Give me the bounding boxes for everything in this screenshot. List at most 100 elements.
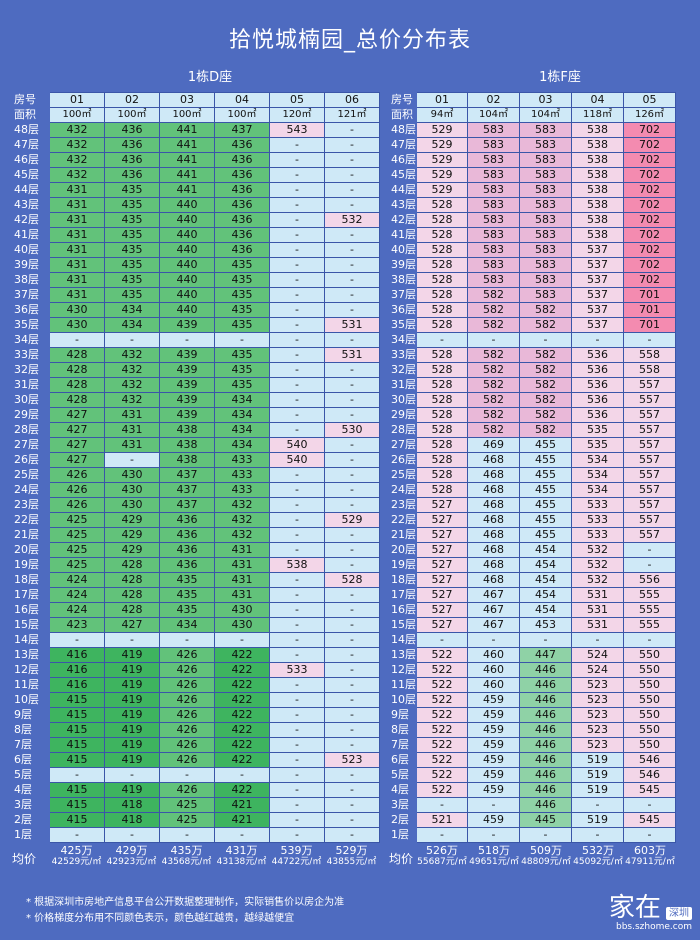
price-cell: 523 (571, 737, 624, 753)
price-cell: - (159, 332, 215, 348)
floor-row: 9层 522 459 446 523 550 (388, 707, 676, 723)
floor-label: 45层 (14, 168, 39, 182)
price-cell: 459 (467, 722, 520, 738)
price-cell: 583 (467, 122, 520, 138)
price-cell: 435 (104, 287, 160, 303)
unit-number: 04 (214, 92, 270, 108)
floor-row: 48层 432 436 441 437 543- (11, 122, 380, 138)
price-cell: 416 (49, 677, 105, 693)
floor-label: 13层 (391, 648, 416, 662)
price-cell: 419 (104, 722, 160, 738)
price-cell: 523 (571, 707, 624, 723)
price-cell: 582 (519, 392, 572, 408)
floor-label: 14层 (14, 633, 39, 647)
price-cell: - (324, 392, 380, 408)
price-cell: 454 (519, 602, 572, 618)
price-cell: - (416, 332, 468, 348)
price-cell: 432 (49, 122, 105, 138)
price-cell: - (467, 332, 520, 348)
floor-row: 23层 426 430 437 432- - (11, 497, 380, 513)
price-cell: 468 (467, 497, 520, 513)
price-cell: 557 (623, 527, 676, 543)
price-cell: 532 (571, 542, 624, 558)
average-unit-price: 43138元/㎡ (216, 857, 267, 867)
price-cell: 433 (214, 482, 270, 498)
price-cell: 533 (571, 497, 624, 513)
price-cell: 447 (519, 647, 572, 663)
price-cell: 441 (159, 167, 215, 183)
price-cell: - (269, 737, 325, 753)
price-cell: - (269, 707, 325, 723)
floor-label: 29层 (391, 408, 416, 422)
price-cell: 427 (49, 407, 105, 423)
price-cell: 469 (467, 437, 520, 453)
price-cell: 557 (623, 422, 676, 438)
price-cell: 425 (159, 797, 215, 813)
floor-row: 37层 528 582 583 537 701 (388, 287, 676, 303)
price-cell: 441 (159, 152, 215, 168)
floor-label: 27层 (14, 438, 39, 452)
price-cell: 435 (214, 257, 270, 273)
price-cell: 435 (214, 362, 270, 378)
price-cell: 532 (571, 572, 624, 588)
price-cell: 468 (467, 527, 520, 543)
price-cell: 532 (324, 212, 380, 228)
floor-row: 45层 432 436 441 436- - (11, 167, 380, 183)
price-cell: 550 (623, 647, 676, 663)
price-cell: 467 (467, 617, 520, 633)
price-cell: 432 (49, 152, 105, 168)
price-cell: 434 (214, 392, 270, 408)
price-cell: - (269, 542, 325, 558)
price-cell: 527 (416, 497, 468, 513)
price-cell: 527 (416, 602, 468, 618)
price-cell: 557 (623, 437, 676, 453)
price-cell: 431 (104, 407, 160, 423)
price-cell: 582 (467, 362, 520, 378)
price-cell: - (324, 302, 380, 318)
price-cell: 416 (49, 647, 105, 663)
price-cell: 538 (571, 182, 624, 198)
average-unit-price: 43855元/㎡ (326, 857, 377, 867)
price-cell: 583 (519, 152, 572, 168)
price-cell: 519 (571, 812, 624, 828)
average-price: 532万 45092元/㎡ (572, 844, 624, 868)
average-total: 431万 (225, 844, 258, 857)
price-cell: 436 (104, 152, 160, 168)
price-cell: - (269, 647, 325, 663)
price-cell: 436 (159, 527, 215, 543)
price-cell: 422 (214, 752, 270, 768)
price-cell: 428 (49, 377, 105, 393)
price-cell: - (269, 812, 325, 828)
price-cell: 582 (467, 377, 520, 393)
price-cell: 424 (49, 572, 105, 588)
price-cell: 436 (159, 512, 215, 528)
price-cell: 418 (104, 812, 160, 828)
price-cell: 430 (214, 602, 270, 618)
price-cell: 431 (49, 212, 105, 228)
floor-row: 18层 424 428 435 431-528 (11, 572, 380, 588)
price-cell: - (269, 407, 325, 423)
floor-label: 4层 (391, 783, 409, 797)
price-cell: 440 (159, 227, 215, 243)
price-cell: 439 (159, 362, 215, 378)
price-cell: - (269, 692, 325, 708)
price-cell: - (324, 827, 380, 843)
price-cell: 418 (104, 797, 160, 813)
price-cell: 454 (519, 557, 572, 573)
price-cell: 550 (623, 722, 676, 738)
price-cell: - (104, 767, 160, 783)
price-cell: 531 (571, 587, 624, 603)
price-cell: - (324, 437, 380, 453)
price-cell: 427 (49, 422, 105, 438)
floor-label: 39层 (391, 258, 416, 272)
floor-label: 36层 (14, 303, 39, 317)
price-cell: 445 (519, 812, 572, 828)
price-cell: 536 (571, 377, 624, 393)
price-cell: - (269, 782, 325, 798)
average-price: 603万 47911元/㎡ (624, 844, 676, 868)
price-cell: 582 (519, 347, 572, 363)
price-cell: - (324, 362, 380, 378)
price-cell: - (214, 332, 270, 348)
price-cell: 521 (416, 812, 468, 828)
footnote-source: * 根据深圳市房地产信息平台公开数据整理制作，实际销售价以房企为准 (26, 897, 345, 908)
